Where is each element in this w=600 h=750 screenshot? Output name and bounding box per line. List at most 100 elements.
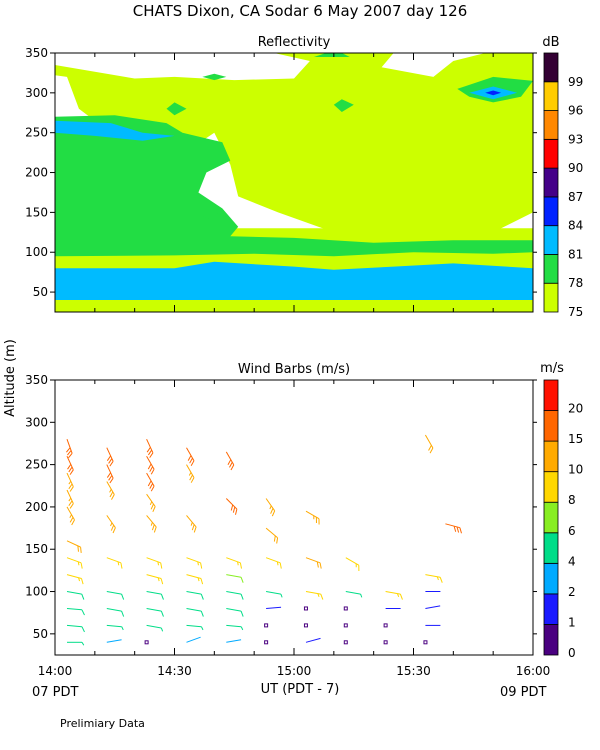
wind-barb bbox=[66, 608, 85, 616]
wind-barb bbox=[146, 591, 164, 600]
refl-colorbar-swatch bbox=[543, 254, 559, 284]
wind-calm-marker bbox=[343, 640, 348, 645]
wind-barb bbox=[186, 636, 201, 643]
right-pdt-label: 09 PDT bbox=[500, 685, 547, 700]
wind-barb bbox=[226, 557, 242, 569]
wind-calm-marker bbox=[423, 640, 428, 645]
wind-calm-marker bbox=[303, 623, 308, 628]
x-tick-label: 14:00 bbox=[38, 664, 73, 678]
refl-colorbar-label: 93 bbox=[568, 132, 583, 146]
wind-barb bbox=[445, 523, 462, 534]
reflectivity-contour-78 bbox=[333, 99, 354, 112]
wind-colorbar-label: 10 bbox=[568, 463, 583, 477]
wind-barb bbox=[146, 624, 164, 632]
wind-barb bbox=[66, 540, 82, 553]
wind-barb bbox=[186, 515, 197, 533]
refl-colorbar-label: 90 bbox=[568, 161, 583, 175]
refl-colorbar-label: 75 bbox=[568, 305, 583, 319]
wind-barb bbox=[66, 489, 74, 509]
wind-plot-frame bbox=[54, 379, 534, 656]
wind-colorbar-label: 0 bbox=[568, 646, 576, 660]
wind-calm-marker bbox=[343, 623, 348, 628]
wind-colorbar: 0 1 2 4 6 8 10 15 20 bbox=[543, 379, 583, 660]
wind-calm-marker bbox=[144, 640, 149, 645]
wind-barb bbox=[106, 639, 122, 643]
refl-ytick-label: 150 bbox=[25, 205, 48, 219]
wind-barb bbox=[225, 451, 235, 471]
reflectivity-contour-78 bbox=[202, 73, 227, 81]
wind-barb bbox=[186, 608, 204, 617]
wind-barb bbox=[66, 624, 85, 633]
wind-barb bbox=[66, 472, 74, 492]
wind-colorbar-swatch bbox=[543, 593, 559, 625]
wind-ytick-label: 350 bbox=[25, 373, 48, 387]
refl-colorbar-swatch bbox=[543, 225, 559, 255]
refl-colorbar-label: 84 bbox=[568, 219, 583, 233]
reflectivity-contour-78 bbox=[166, 102, 187, 116]
wind-calm-marker bbox=[264, 640, 269, 645]
wind-barb bbox=[186, 624, 204, 631]
reflectivity-title: Reflectivity bbox=[258, 35, 331, 50]
wind-barb bbox=[226, 624, 244, 631]
wind-calm-marker bbox=[264, 623, 269, 628]
wind-barb bbox=[67, 641, 85, 646]
wind-colorbar-label: 1 bbox=[568, 615, 576, 629]
wind-barb bbox=[106, 608, 125, 617]
preliminary-note: Prelimiary Data bbox=[60, 717, 145, 730]
wind-barb bbox=[186, 591, 204, 600]
wind-barb bbox=[106, 464, 114, 484]
wind-barb bbox=[305, 591, 324, 600]
wind-barb bbox=[66, 557, 83, 569]
refl-colorbar-swatch bbox=[543, 282, 559, 313]
wind-barb bbox=[66, 506, 75, 526]
wind-barb bbox=[146, 574, 164, 585]
wind-colorbar-swatch bbox=[543, 562, 559, 595]
wind-ytick-label: 50 bbox=[33, 627, 48, 641]
wind-colorbar-swatch bbox=[543, 471, 559, 503]
refl-colorbar-swatch bbox=[543, 52, 559, 83]
wind-calm-marker bbox=[303, 606, 308, 611]
reflectivity-fill-layer bbox=[55, 53, 533, 312]
reflectivity-colorbar: 75 78 81 84 87 90 93 96 99 bbox=[543, 52, 583, 319]
wind-barb bbox=[265, 527, 279, 544]
refl-ytick-label: 100 bbox=[25, 245, 48, 259]
wind-barb bbox=[424, 434, 434, 454]
wind-barb bbox=[66, 439, 73, 459]
wind-colorbar-swatch bbox=[543, 410, 559, 442]
wind-calm-marker bbox=[343, 606, 348, 611]
wind-ytick-label: 150 bbox=[25, 542, 48, 556]
wind-colorbar-label: 8 bbox=[568, 493, 576, 507]
wind-colorbar-label: 6 bbox=[568, 524, 576, 538]
x-axis-label: UT (PDT - 7) bbox=[261, 682, 340, 697]
wind-barb bbox=[345, 557, 360, 572]
wind-colorbar-swatch bbox=[543, 440, 559, 473]
reflectivity-contour-78 bbox=[313, 53, 350, 57]
refl-colorbar-label: 81 bbox=[568, 247, 583, 261]
wind-barb bbox=[305, 637, 321, 643]
figure-title: CHATS Dixon, CA Sodar 6 May 2007 day 126 bbox=[133, 2, 468, 20]
refl-ytick-label: 50 bbox=[33, 285, 48, 299]
wind-barb bbox=[226, 591, 244, 600]
wind-colorbar-swatch bbox=[543, 624, 559, 656]
wind-barb bbox=[385, 591, 403, 600]
reflectivity-contour-84 bbox=[485, 90, 502, 96]
reflectivity-contours bbox=[55, 53, 533, 312]
wind-barb bbox=[305, 510, 320, 525]
wind-colorbar-swatch bbox=[543, 501, 559, 534]
x-tick-label: 14:30 bbox=[157, 664, 192, 678]
refl-colorbar-swatch bbox=[543, 138, 559, 169]
refl-colorbar-swatch bbox=[543, 196, 559, 227]
wind-colorbar-label: 20 bbox=[568, 402, 583, 416]
wind-ytick-label: 300 bbox=[25, 415, 48, 429]
x-tick-label: 15:00 bbox=[277, 664, 312, 678]
refl-ytick-label: 200 bbox=[25, 166, 48, 180]
reflectivity-contour-81 bbox=[55, 120, 175, 141]
refl-colorbar-label: 99 bbox=[568, 75, 583, 89]
wind-barbs bbox=[66, 434, 462, 646]
wind-barb bbox=[225, 498, 238, 515]
wind-barb bbox=[146, 493, 156, 513]
wind-title: Wind Barbs (m/s) bbox=[238, 362, 350, 377]
wind-barb bbox=[305, 557, 322, 569]
